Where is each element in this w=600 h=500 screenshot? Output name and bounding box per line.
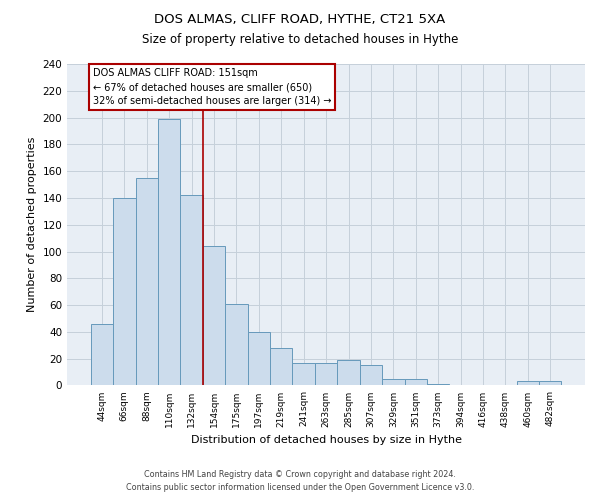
Bar [225,304,248,386]
Bar [404,378,427,386]
Bar [337,360,360,386]
Bar [360,366,382,386]
Bar [158,119,181,386]
Text: Contains HM Land Registry data © Crown copyright and database right 2024.
Contai: Contains HM Land Registry data © Crown c… [126,470,474,492]
Bar [248,332,270,386]
Y-axis label: Number of detached properties: Number of detached properties [27,137,37,312]
Bar [427,384,449,386]
Bar [136,178,158,386]
Bar [181,196,203,386]
Bar [203,246,225,386]
Bar [315,362,337,386]
X-axis label: Distribution of detached houses by size in Hythe: Distribution of detached houses by size … [191,435,461,445]
Bar [113,198,136,386]
Bar [517,382,539,386]
Text: DOS ALMAS CLIFF ROAD: 151sqm
← 67% of detached houses are smaller (650)
32% of s: DOS ALMAS CLIFF ROAD: 151sqm ← 67% of de… [93,68,331,106]
Bar [382,378,404,386]
Text: DOS ALMAS, CLIFF ROAD, HYTHE, CT21 5XA: DOS ALMAS, CLIFF ROAD, HYTHE, CT21 5XA [154,12,446,26]
Bar [91,324,113,386]
Bar [292,362,315,386]
Bar [539,382,562,386]
Bar [270,348,292,386]
Text: Size of property relative to detached houses in Hythe: Size of property relative to detached ho… [142,32,458,46]
